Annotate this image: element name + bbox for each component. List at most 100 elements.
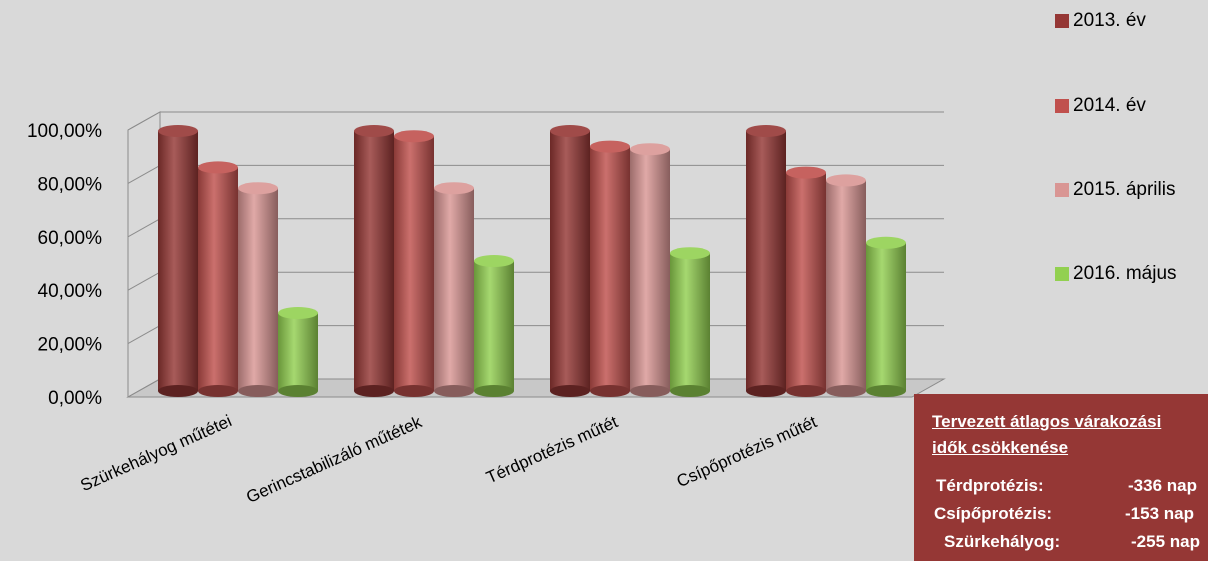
gridline-side (127, 325, 161, 345)
legend-swatch (1055, 183, 1069, 197)
bar-bottom (550, 385, 590, 397)
bar-body (746, 131, 786, 391)
y-tick-label: 60,00% (38, 228, 103, 249)
bar-body (278, 313, 318, 391)
info-row-value: -255 nap (1131, 532, 1200, 551)
bar (786, 166, 826, 397)
bar-top (550, 125, 590, 137)
bar-body (474, 261, 514, 391)
bar (866, 236, 906, 397)
bar-top (434, 182, 474, 195)
bar (746, 125, 786, 397)
x-axis-labels: Szürkehályog műtétei Gerincstabilizáló mű… (78, 411, 820, 507)
legend: 2013. év 2014. év 2015. április 2016. má… (1055, 0, 1208, 300)
x-category-label: Csípőprotézis műtét (674, 412, 820, 491)
legend-item-2013: 2013. év (1055, 10, 1146, 32)
bar-bottom (394, 385, 434, 397)
gridline-side (127, 218, 161, 238)
y-tick-label: 80,00% (38, 174, 103, 195)
y-axis-ticks: 0,00% 20,00% 40,00% 60,00% 80,00% 100,00% (27, 121, 102, 409)
legend-item-2014: 2014. év (1055, 95, 1146, 117)
bar-body (630, 149, 670, 391)
gridline-side (127, 164, 161, 184)
bar (590, 140, 630, 397)
bar-body (394, 136, 434, 391)
bar-body (786, 172, 826, 391)
bar (198, 161, 238, 397)
x-category-label: Térdprotézis műtét (483, 412, 620, 487)
bar-top (354, 125, 394, 137)
bar-top (590, 140, 630, 153)
bar (474, 255, 514, 397)
bar-top (158, 125, 198, 137)
bar-bottom (198, 385, 238, 397)
bar (158, 125, 198, 397)
bar (354, 125, 394, 397)
bar-top (198, 161, 238, 174)
bar-bottom (786, 385, 826, 397)
bar-body (590, 146, 630, 391)
info-row-value: -153 nap (1125, 504, 1194, 523)
bar-top (786, 166, 826, 179)
bar-top (866, 236, 906, 249)
y-tick-label: 100,00% (27, 121, 102, 142)
bar (826, 174, 866, 397)
bar-bottom (238, 385, 278, 397)
legend-label: 2016. május (1073, 263, 1177, 284)
gridline-side (127, 378, 161, 398)
legend-label: 2013. év (1073, 10, 1146, 31)
bar (278, 307, 318, 397)
info-box-title: Tervezett átlagos várakozási idők csökke… (932, 409, 1161, 461)
y-tick-label: 40,00% (38, 281, 103, 302)
bar-bottom (434, 385, 474, 397)
bar-bottom (746, 385, 786, 397)
info-title-line1: Tervezett átlagos várakozási (932, 412, 1162, 431)
legend-label: 2014. év (1073, 95, 1146, 116)
bar-bottom (474, 385, 514, 397)
legend-item-2015: 2015. április (1055, 179, 1175, 201)
bar-top (630, 143, 670, 156)
bar-bottom (278, 385, 318, 397)
bar (434, 182, 474, 397)
legend-label: 2015. április (1073, 179, 1176, 200)
bar-top (670, 247, 710, 260)
bar (630, 143, 670, 397)
legend-swatch (1055, 267, 1069, 281)
bar-bottom (354, 385, 394, 397)
bar (550, 125, 590, 397)
legend-swatch (1055, 14, 1069, 28)
bar-body (198, 167, 238, 391)
legend-item-2016: 2016. május (1055, 263, 1177, 285)
bars (158, 125, 906, 397)
x-category-label: Szürkehályog műtétei (78, 411, 235, 495)
bar-bottom (866, 385, 906, 397)
legend-swatch (1055, 99, 1069, 113)
bar-bottom (630, 385, 670, 397)
bar-top (746, 125, 786, 137)
bar (670, 247, 710, 397)
info-row-label: Csípőprotézis: (934, 504, 1053, 523)
bar-body (826, 180, 866, 391)
bar-bottom (590, 385, 630, 397)
bar-body (158, 131, 198, 391)
bar-top (238, 182, 278, 195)
bar-body (354, 131, 394, 391)
info-title-line2: idők csökkenése (932, 438, 1069, 457)
bar-top (474, 255, 514, 267)
bar-bottom (670, 385, 710, 397)
gridline-side (127, 111, 161, 131)
bar-bottom (158, 385, 198, 397)
info-row-label: Szürkehályog: (944, 532, 1061, 551)
info-row-value: -336 nap (1128, 476, 1197, 495)
bar-body (434, 188, 474, 391)
x-category-label: Gerincstabilizáló műtétek (243, 412, 425, 507)
bar (238, 182, 278, 397)
info-row-label: Térdprotézis: (936, 476, 1044, 495)
bar-top (394, 130, 434, 143)
bar-top (278, 307, 318, 319)
bar-body (670, 253, 710, 391)
y-tick-label: 20,00% (38, 335, 103, 356)
bar-top (826, 174, 866, 187)
bar-body (866, 242, 906, 391)
